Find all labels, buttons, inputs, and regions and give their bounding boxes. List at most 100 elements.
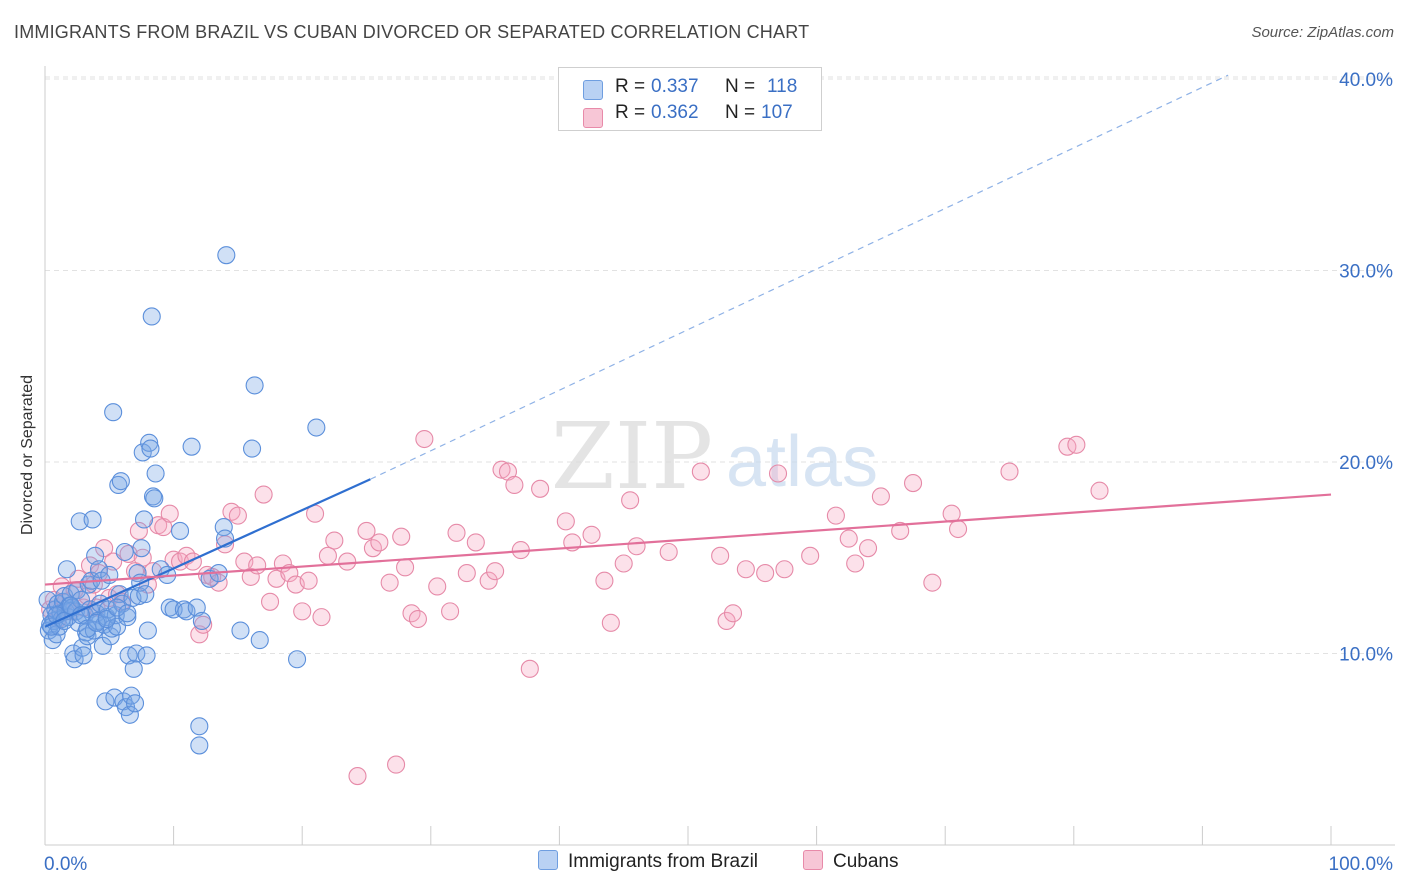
cuban-point bbox=[312, 608, 331, 627]
brazil-point bbox=[214, 518, 233, 537]
bottom-legend-label-brazil: Immigrants from Brazil bbox=[568, 851, 759, 872]
legend-r-label: R = bbox=[615, 76, 646, 97]
brazil-point bbox=[129, 586, 148, 606]
tick-labels: 10.0% 20.0% 30.0% 40.0% 0.0% 100.0% bbox=[44, 70, 1393, 875]
brazil-point bbox=[182, 437, 201, 456]
cuban-point bbox=[756, 564, 775, 583]
cuban-point bbox=[447, 523, 466, 542]
legend-n-value-brazil: 118 bbox=[767, 76, 798, 97]
brazil-point bbox=[119, 646, 138, 665]
cuban-point bbox=[903, 474, 923, 493]
brazil-point bbox=[141, 439, 160, 458]
legend-n-label: N = bbox=[725, 102, 756, 123]
cuban-point bbox=[775, 560, 794, 579]
brazil-point bbox=[71, 590, 91, 609]
x-tick-label: 0.0% bbox=[44, 854, 87, 875]
brazil-point bbox=[97, 609, 116, 629]
cuban-point bbox=[125, 562, 145, 581]
cuban-point bbox=[723, 604, 743, 623]
cuban-point bbox=[531, 479, 550, 498]
brazil-point bbox=[107, 598, 127, 617]
cuban-point bbox=[1090, 481, 1109, 500]
legend-row-brazil: R = 0.337 N = 118 bbox=[559, 74, 821, 102]
brazil-point bbox=[140, 433, 159, 452]
cuban-point bbox=[486, 562, 505, 581]
y-tick-label: 30.0% bbox=[1339, 262, 1393, 283]
cuban-point bbox=[348, 767, 367, 786]
bottom-legend-brazil: Immigrants from Brazil bbox=[538, 850, 758, 873]
brazil-point bbox=[73, 638, 92, 657]
brazil-point bbox=[93, 636, 112, 655]
legend-n-value-cubans: 107 bbox=[761, 102, 793, 123]
trend-lines bbox=[44, 74, 1332, 628]
cuban-point bbox=[582, 525, 601, 544]
cuban-point bbox=[260, 592, 280, 611]
cuban-point bbox=[717, 611, 736, 630]
cuban-point bbox=[768, 464, 788, 483]
cuban-point bbox=[871, 487, 890, 506]
brazil-point bbox=[106, 606, 125, 625]
bottom-legend-cubans: Cubans bbox=[803, 850, 899, 873]
cuban-point bbox=[1058, 437, 1077, 456]
watermark: ZIP atlas bbox=[551, 403, 878, 510]
brazil-point bbox=[136, 585, 155, 604]
brazil-point bbox=[78, 619, 97, 638]
cuban-point bbox=[520, 659, 539, 678]
y-tick-label: 10.0% bbox=[1339, 645, 1393, 666]
brazil-point bbox=[86, 546, 105, 565]
brazil-point bbox=[134, 510, 154, 529]
cuban-point bbox=[293, 602, 312, 621]
cuban-point bbox=[228, 506, 247, 525]
cuban-point bbox=[1000, 462, 1019, 481]
cuban-point bbox=[846, 554, 865, 573]
cuban-point bbox=[614, 554, 633, 573]
cuban-point bbox=[338, 552, 357, 571]
cuban-point bbox=[209, 573, 228, 592]
brazil-point bbox=[87, 613, 106, 632]
cuban-point bbox=[396, 558, 415, 577]
brazil-point bbox=[132, 539, 151, 558]
cuban-point bbox=[299, 571, 318, 590]
brazil-point bbox=[137, 646, 156, 665]
brazil-point bbox=[170, 521, 190, 540]
legend-swatch-cubans bbox=[583, 108, 603, 128]
cuban-point bbox=[254, 485, 273, 504]
cuban-point bbox=[621, 491, 640, 510]
cuban-point bbox=[949, 519, 968, 539]
brazil-point bbox=[118, 604, 137, 623]
y-axis-label: Divorced or Separated bbox=[19, 374, 36, 536]
cuban-point bbox=[370, 533, 389, 552]
cuban-point bbox=[601, 613, 620, 632]
brazil-point bbox=[125, 694, 145, 713]
brazil-point bbox=[190, 736, 209, 755]
cuban-point bbox=[556, 512, 575, 531]
x-tick-label: 100.0% bbox=[1329, 854, 1394, 875]
legend-swatch-brazil bbox=[583, 80, 603, 100]
legend-n-label: N = bbox=[725, 76, 756, 97]
brazil-point bbox=[124, 659, 143, 678]
brazil-point bbox=[138, 621, 157, 640]
brazil-point bbox=[200, 569, 219, 588]
data-points bbox=[38, 246, 1109, 786]
cuban-point bbox=[492, 460, 511, 479]
brazil-point bbox=[38, 590, 57, 609]
bottom-legend-swatch-cubans bbox=[803, 850, 823, 870]
cuban-point bbox=[627, 537, 646, 556]
brazil-point bbox=[242, 439, 262, 458]
cuban-point bbox=[1067, 435, 1086, 454]
brazil-point bbox=[115, 542, 134, 562]
cuban-point bbox=[190, 625, 209, 644]
cuban-point bbox=[659, 542, 678, 562]
brazil-point bbox=[145, 489, 164, 508]
legend-r-value-brazil: 0.337 bbox=[651, 76, 699, 97]
brazil-point bbox=[142, 307, 161, 326]
cuban-point bbox=[711, 546, 730, 565]
brazil-trend-line bbox=[44, 478, 371, 628]
cuban-point bbox=[479, 571, 498, 590]
bottom-legend-label-cubans: Cubans bbox=[833, 851, 899, 872]
legend-r-value-cubans: 0.362 bbox=[651, 102, 699, 123]
cuban-point bbox=[380, 573, 399, 592]
brazil-point bbox=[187, 598, 206, 617]
watermark-atlas: atlas bbox=[726, 422, 878, 502]
